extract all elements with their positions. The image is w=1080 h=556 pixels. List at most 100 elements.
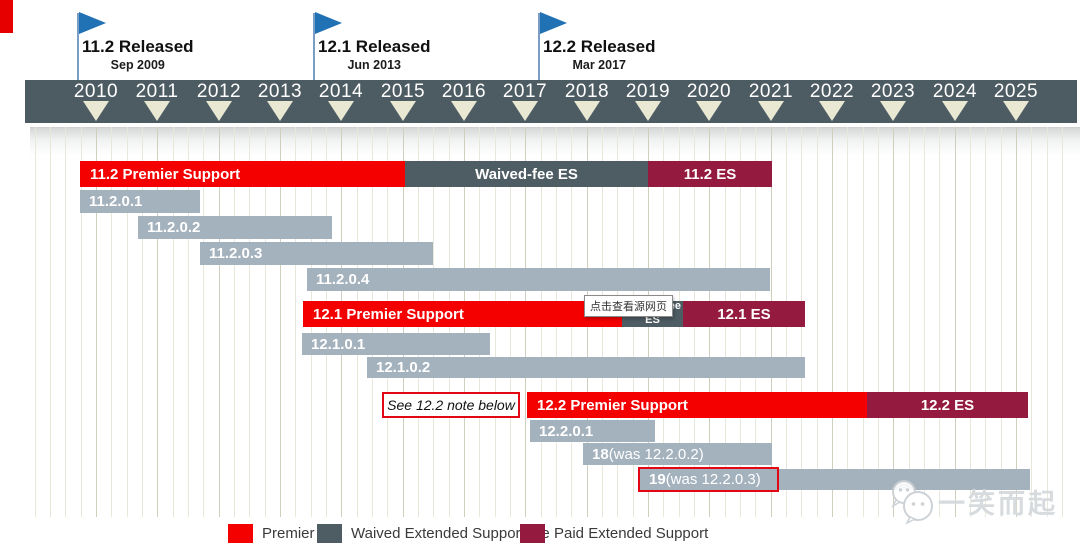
flag-pole: [77, 13, 79, 84]
gridline: [50, 127, 51, 517]
year-label: 2012: [196, 81, 242, 102]
legend-item: Paid Extended Support: [520, 524, 708, 543]
gantt-bar: 11.2.0.2: [138, 216, 332, 239]
year-tick-icon: [758, 101, 784, 121]
gridline: [878, 127, 879, 517]
flag-date: Mar 2017: [572, 58, 626, 72]
gantt-bar: 12.1 Premier Support: [303, 301, 622, 327]
gridline: [249, 127, 250, 517]
year-tick-icon: [942, 101, 968, 121]
gridline: [295, 127, 296, 517]
gantt-bar: 11.2.0.1: [80, 190, 200, 213]
gridline: [142, 127, 143, 517]
bar-label: 12.2.0.1: [539, 422, 594, 440]
year-tick-icon: [1003, 101, 1029, 121]
release-flag-label: 12.2 Released Mar 2017: [543, 37, 655, 72]
bar-label: (was 12.2.0.2): [608, 445, 704, 463]
gridline: [188, 127, 189, 517]
bar-label: ES: [645, 314, 660, 326]
gridline: [955, 127, 956, 517]
flag-icon: [315, 12, 342, 34]
year-label: 2024: [932, 81, 978, 102]
gantt-bar: 12.2 ES: [867, 392, 1028, 418]
gantt-bar: 12.2.0.1: [530, 420, 655, 442]
gridline: [893, 127, 894, 517]
year-label: 2021: [748, 81, 794, 102]
bar-label: 12.1.0.2: [376, 359, 431, 376]
bar-label: 11.2.0.4: [316, 271, 370, 288]
year-tick-icon: [144, 101, 170, 121]
flag-title: 12.1 Released: [318, 37, 431, 56]
gantt-bar: 11.2 ES: [648, 161, 772, 187]
year-tick-icon: [390, 101, 416, 121]
gridline: [81, 127, 82, 517]
gridline: [111, 127, 112, 517]
legend-item: Premier: [228, 524, 315, 543]
year-tick-icon: [328, 101, 354, 121]
year-label: 2011: [135, 81, 179, 102]
gridline: [832, 127, 833, 517]
flag-title: 11.2 Released: [82, 37, 194, 56]
year-tick-icon: [512, 101, 538, 121]
gridline: [985, 127, 986, 517]
gridline: [234, 127, 235, 517]
flag-icon: [79, 12, 106, 34]
flag-date: Jun 2013: [347, 58, 401, 72]
corner-accent-strip: [0, 0, 13, 33]
gantt-bar: 12.1 ES: [683, 301, 805, 327]
gantt-bar: 12.1.0.1: [302, 333, 490, 355]
bar-label: 11.2.0.2: [147, 219, 201, 236]
gridline: [219, 127, 220, 517]
gridline: [909, 127, 910, 517]
gantt-bar: 12.1.0.2: [367, 357, 805, 378]
highlight-box: [638, 467, 779, 492]
gantt-bar: 11.2.0.4: [307, 268, 770, 291]
gridline: [265, 127, 266, 517]
watermark: 一笑而起: [886, 477, 1058, 525]
gridline: [65, 127, 66, 517]
bar-label: Waived-fee ES: [475, 165, 578, 183]
gantt-bar: Waived-fee ES: [405, 161, 648, 187]
bar-label: 11.2.0.1: [89, 193, 143, 210]
bar-label: 19: [649, 471, 666, 488]
legend-swatch: [228, 524, 253, 543]
flag-icon: [540, 12, 567, 34]
gantt-bar: 11.2 Premier Support: [80, 161, 405, 187]
gridline: [96, 127, 97, 517]
year-label: 2023: [870, 81, 916, 102]
release-flag-label: 12.1 Released Jun 2013: [318, 37, 430, 72]
gridline: [35, 127, 36, 517]
bar-label: 12.2 Premier Support: [537, 396, 688, 414]
year-tick-icon: [83, 101, 109, 121]
year-label: 2014: [318, 81, 364, 102]
year-label: 2015: [380, 81, 426, 102]
legend-label: Paid Extended Support: [554, 525, 709, 542]
flag-pole: [313, 13, 315, 84]
year-label: 2013: [257, 81, 303, 102]
year-tick-icon: [267, 101, 293, 121]
year-tick-icon: [819, 101, 845, 121]
year-tick-icon: [696, 101, 722, 121]
gridline: [1062, 127, 1063, 517]
note-box: See 12.2 note below: [382, 392, 520, 418]
gantt-bar: 11.2.0.3: [200, 242, 433, 265]
year-tick-icon: [635, 101, 661, 121]
release-flag-label: 11.2 Released Sep 2009: [82, 37, 194, 72]
bar-label: 12.1.0.1: [311, 335, 366, 353]
legend-item: Waived Extended Support fee: [317, 524, 550, 543]
gridline: [173, 127, 174, 517]
gridline: [847, 127, 848, 517]
gridline: [1001, 127, 1002, 517]
timeline-year-bar: 2010 2011 2012 2013 2014 2015 2016 2017 2018 2019…: [25, 80, 1077, 123]
year-tick-icon: [574, 101, 600, 121]
gridline: [157, 127, 158, 517]
bar-label: See 12.2 note below: [387, 397, 515, 413]
bar-label: 12.1 Premier Support: [313, 305, 464, 323]
bar-label: 11.2 Premier Support: [90, 165, 241, 183]
gridline: [280, 127, 281, 517]
gantt-bar: 19 (was 12.2.0.3): [640, 469, 1030, 490]
hover-tooltip[interactable]: 点击查看源网页: [584, 295, 673, 317]
bar-label: 12.2 ES: [920, 396, 975, 414]
gridline: [863, 127, 864, 517]
watermark-text: 一笑而起: [938, 488, 1058, 519]
